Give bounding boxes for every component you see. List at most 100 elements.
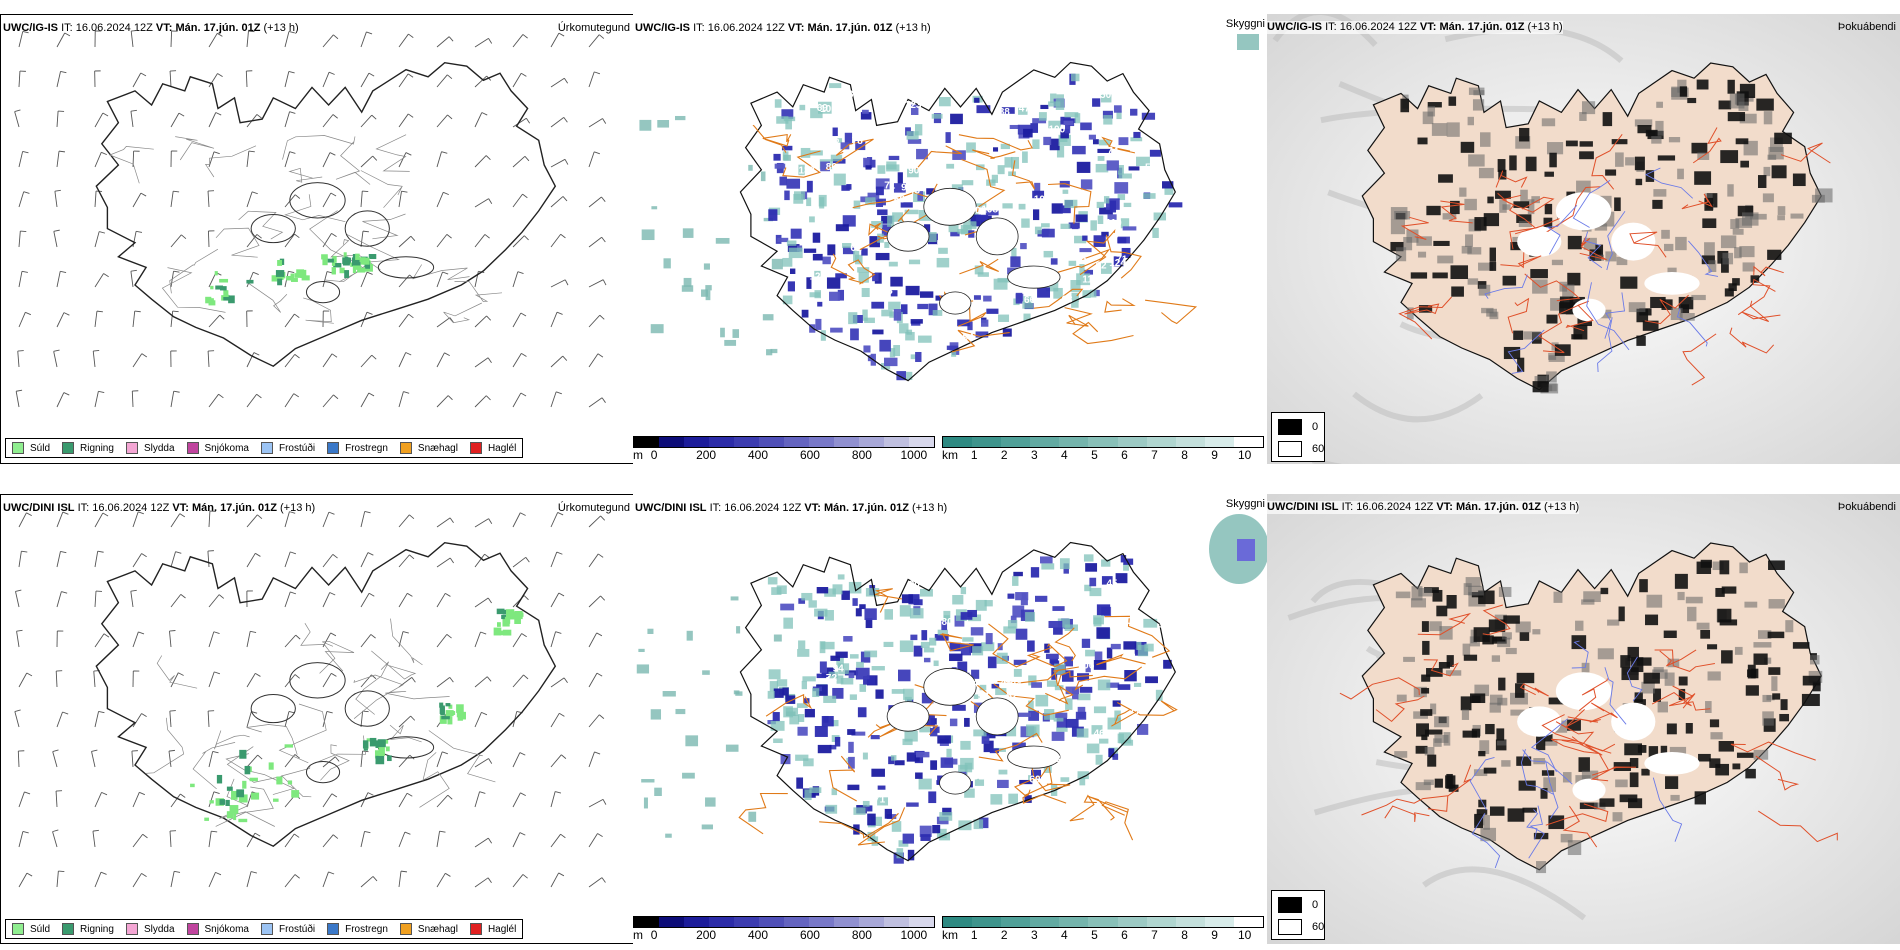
glacier-outline	[250, 213, 296, 244]
cloud-base-value: 89	[866, 642, 878, 653]
scale-tick-label: 1000	[900, 448, 928, 462]
cloud-base-value: 90	[901, 183, 913, 194]
legend-swatch	[327, 442, 340, 454]
scale-tick-label: 8	[1181, 448, 1188, 462]
legend-swatch	[469, 442, 482, 454]
cloud-base-value: 63	[955, 775, 967, 786]
cloud-base-value: 46	[1094, 728, 1106, 739]
scale-colorbar	[942, 436, 1264, 448]
cloud-base-value: 57	[918, 668, 930, 679]
road-network	[1339, 604, 1838, 848]
scale-tick-label: 2	[1000, 928, 1008, 942]
precip-legend-item: Frostúði	[260, 923, 316, 935]
fog-legend: 0 60	[1271, 412, 1325, 462]
colorbar-step	[709, 917, 734, 927]
it-label: IT:	[77, 502, 90, 514]
lead-time: (+13 h)	[279, 502, 316, 514]
cloud-base-value: 88	[999, 107, 1011, 118]
panel-title: Úrkomutegund	[557, 502, 630, 514]
river-network	[1484, 167, 1719, 374]
cloud-base-value: 114	[1072, 85, 1089, 96]
precip-areas	[190, 608, 524, 823]
road-network	[738, 588, 1178, 846]
colorbar-step	[809, 437, 834, 447]
it-value: 16.06.2024 12Z	[1356, 501, 1434, 513]
wind-barb-map	[14, 29, 607, 408]
cloud-base-value: 63	[861, 169, 873, 180]
colorbar-step	[709, 437, 734, 447]
wind-barb-map	[14, 510, 607, 888]
vt-label: VT:	[172, 502, 189, 514]
road-network	[108, 134, 503, 324]
colorbar-step	[1233, 437, 1264, 447]
legend-label: Slydda	[143, 442, 175, 454]
cloud-base-value: 77	[886, 746, 898, 757]
vt-label: VT:	[1419, 21, 1437, 33]
legend-label: Rigning	[80, 442, 114, 454]
cloud-base-value: 89	[848, 89, 860, 100]
fog-map	[1267, 494, 1900, 944]
legend-swatch	[1278, 441, 1302, 457]
cloud-base-value: 74	[822, 306, 834, 317]
legend-label: Snjókoma	[204, 923, 249, 935]
glacier-outline	[939, 291, 972, 315]
legend-label: Snæhagl	[417, 923, 458, 935]
cloud-base-value: 71	[1116, 255, 1128, 266]
model-name: UWC/IG-IS	[1267, 21, 1322, 33]
river-network	[1469, 640, 1683, 869]
scale-tick-label: 3	[1030, 928, 1038, 942]
cloud-base-labels: 68 72 82 103 77 93 104 132 84 89 57 77 92 63 80 106 97 57…	[810, 579, 1169, 806]
lead-time: (+13 h)	[263, 22, 299, 34]
glacier-outline	[344, 210, 390, 247]
scale-tick-label: 4	[1061, 928, 1068, 942]
panel-title: Skyggni	[1225, 498, 1265, 510]
precip-legend: Súld Rigning Slydda Snjókoma Frostúði Frostre…	[5, 438, 524, 458]
cloud-base-value: 94	[833, 663, 845, 674]
colorbar-step	[884, 437, 909, 447]
coastline	[739, 541, 1176, 862]
panel-header: UWC/IG-IS IT: 16.06.2024 12Z VT: Mán. 17…	[1267, 21, 1563, 34]
cloud-base-value: 11	[926, 324, 937, 335]
model-name: UWC/DINI ISL	[1267, 501, 1339, 513]
scale-tick-label: 200	[696, 928, 717, 942]
legend-label: Snæhagl	[417, 442, 458, 454]
precip-panel-top: UWC/IG-IS IT: 16.06.2024 12Z VT: Mán. 17…	[0, 14, 635, 464]
precip-legend-item: Frostúði	[260, 442, 315, 454]
colorbar-step	[1088, 917, 1118, 927]
cloud-base-value: 97	[933, 745, 945, 756]
cloud-base-value: 66	[1024, 295, 1036, 306]
cloud-base-value: 82	[1006, 691, 1018, 702]
cloud-base-value: 71	[874, 795, 886, 806]
cloud-base-value: 73	[829, 622, 841, 633]
scale-colorbar	[942, 916, 1264, 928]
cloud-base-value: 39	[1158, 620, 1170, 631]
glacier-outline	[305, 761, 341, 784]
legend-label: 0	[1312, 421, 1319, 433]
glacier-outline	[975, 217, 1019, 256]
legend-swatch	[399, 923, 412, 935]
legend-label: Haglél	[487, 923, 517, 935]
cloud-base-value: 45	[1106, 579, 1118, 590]
precip-legend-item: Rigning	[62, 442, 114, 454]
colorbar-step	[943, 437, 973, 447]
legend-label: Frostúði	[278, 923, 316, 935]
lead-time: (+13 h)	[895, 22, 931, 34]
precip-panel-bottom: UWC/DINI ISL IT: 16.06.2024 12Z VT: Mán.…	[0, 494, 635, 944]
glacier-outline	[305, 281, 341, 304]
panel-header: UWC/DINI ISL IT: 16.06.2024 12Z VT: Mán.…	[635, 502, 947, 515]
fog-legend-item: 0	[1278, 419, 1318, 435]
vt-value: Mán. 17.jún. 01Z	[823, 502, 909, 514]
cloud-base-value: 12	[809, 272, 821, 283]
precip-legend-item: Súld	[12, 923, 50, 935]
cloud-base-value: 94	[963, 332, 975, 343]
scale-tick-label: 8	[1181, 928, 1188, 942]
it-label: IT:	[61, 22, 73, 34]
low-visibility-sea	[639, 34, 1259, 356]
colorbar-step	[784, 437, 809, 447]
cloud-base-value: 68	[894, 195, 906, 206]
colorbar-step	[834, 437, 859, 447]
glacier-outline	[975, 697, 1019, 736]
precip-legend-item: Slydda	[125, 923, 175, 935]
glacier-outline	[289, 182, 346, 219]
precip-legend-item: Snjókoma	[186, 923, 249, 935]
